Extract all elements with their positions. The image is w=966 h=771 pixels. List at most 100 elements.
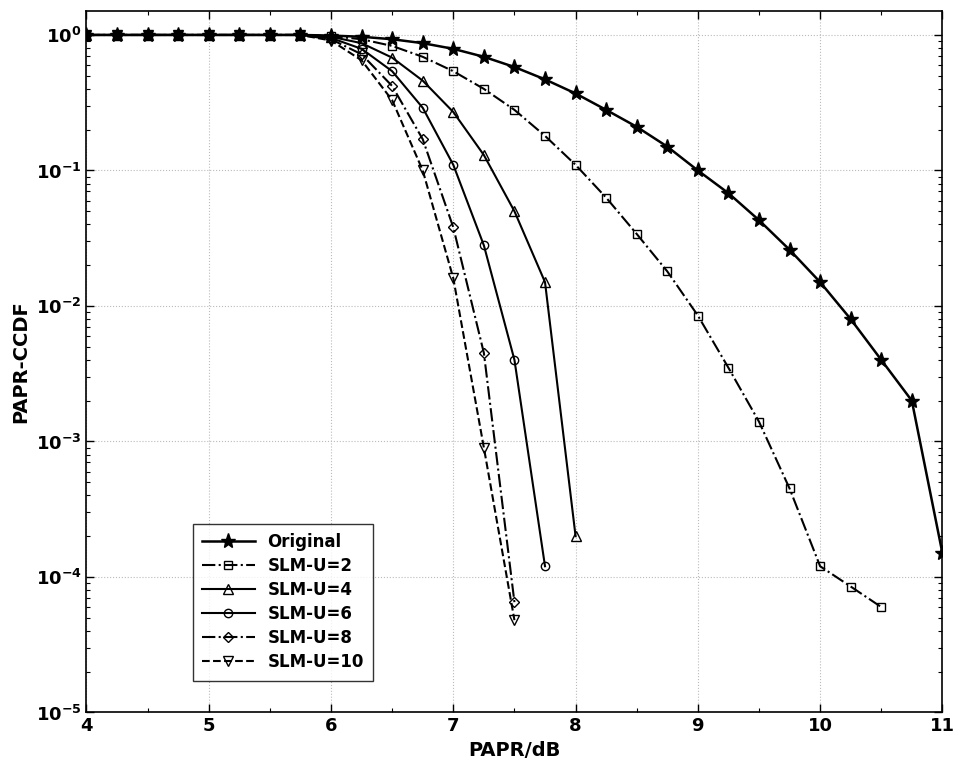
Original xyxy=(631,122,642,131)
SLM-U=4 xyxy=(111,30,123,39)
Original xyxy=(509,62,521,72)
Legend: Original, SLM-U=2, SLM-U=4, SLM-U=6, SLM-U=8, SLM-U=10: Original, SLM-U=2, SLM-U=4, SLM-U=6, SLM… xyxy=(192,524,373,681)
SLM-U=2 xyxy=(662,267,673,276)
SLM-U=2 xyxy=(723,363,734,372)
SLM-U=2 xyxy=(509,106,521,115)
SLM-U=8 xyxy=(172,30,184,39)
Original xyxy=(142,30,154,39)
SLM-U=2 xyxy=(111,30,123,39)
SLM-U=2 xyxy=(81,30,93,39)
SLM-U=4 xyxy=(234,30,245,39)
SLM-U=2 xyxy=(447,66,459,76)
SLM-U=4 xyxy=(447,107,459,116)
Original xyxy=(417,39,429,48)
Original xyxy=(692,166,703,175)
Original xyxy=(570,89,582,98)
SLM-U=8 xyxy=(295,30,306,39)
SLM-U=8 xyxy=(509,598,521,607)
SLM-U=4 xyxy=(203,30,214,39)
SLM-U=8 xyxy=(326,35,337,44)
SLM-U=10 xyxy=(447,274,459,283)
SLM-U=10 xyxy=(386,96,398,105)
Line: SLM-U=6: SLM-U=6 xyxy=(82,31,550,571)
SLM-U=2 xyxy=(814,561,826,571)
SLM-U=8 xyxy=(417,135,429,144)
SLM-U=10 xyxy=(172,30,184,39)
SLM-U=10 xyxy=(326,36,337,45)
Original xyxy=(478,52,490,62)
SLM-U=4 xyxy=(142,30,154,39)
X-axis label: PAPR/dB: PAPR/dB xyxy=(469,741,560,760)
SLM-U=8 xyxy=(447,223,459,232)
SLM-U=8 xyxy=(111,30,123,39)
Y-axis label: PAPR-CCDF: PAPR-CCDF xyxy=(12,301,30,423)
Original xyxy=(600,106,611,115)
SLM-U=6 xyxy=(234,30,245,39)
Original xyxy=(662,142,673,151)
Original xyxy=(203,30,214,39)
Line: SLM-U=2: SLM-U=2 xyxy=(82,31,886,611)
SLM-U=2 xyxy=(295,30,306,39)
SLM-U=6 xyxy=(203,30,214,39)
SLM-U=4 xyxy=(478,150,490,160)
SLM-U=2 xyxy=(326,32,337,41)
Line: SLM-U=8: SLM-U=8 xyxy=(83,32,518,606)
SLM-U=2 xyxy=(203,30,214,39)
SLM-U=4 xyxy=(386,53,398,62)
SLM-U=6 xyxy=(142,30,154,39)
SLM-U=4 xyxy=(539,278,551,287)
SLM-U=10 xyxy=(264,30,275,39)
Original xyxy=(783,245,795,254)
SLM-U=10 xyxy=(509,615,521,625)
SLM-U=8 xyxy=(386,82,398,91)
SLM-U=8 xyxy=(234,30,245,39)
SLM-U=6 xyxy=(326,33,337,42)
SLM-U=2 xyxy=(753,417,765,426)
Original xyxy=(234,30,245,39)
SLM-U=10 xyxy=(417,166,429,175)
Original xyxy=(539,75,551,84)
SLM-U=6 xyxy=(478,241,490,250)
SLM-U=4 xyxy=(355,39,367,48)
Line: SLM-U=10: SLM-U=10 xyxy=(82,30,520,625)
Original xyxy=(355,32,367,42)
Original xyxy=(845,315,857,324)
SLM-U=6 xyxy=(81,30,93,39)
SLM-U=2 xyxy=(570,160,582,170)
SLM-U=6 xyxy=(355,44,367,53)
Original xyxy=(172,30,184,39)
SLM-U=6 xyxy=(295,30,306,39)
Original xyxy=(723,189,734,198)
SLM-U=2 xyxy=(875,602,887,611)
SLM-U=2 xyxy=(783,484,795,493)
Original xyxy=(111,30,123,39)
Original xyxy=(386,35,398,44)
Original xyxy=(81,30,93,39)
SLM-U=4 xyxy=(570,531,582,540)
SLM-U=2 xyxy=(417,52,429,62)
SLM-U=2 xyxy=(386,42,398,51)
SLM-U=2 xyxy=(600,193,611,202)
SLM-U=10 xyxy=(111,30,123,39)
Original xyxy=(906,396,918,406)
SLM-U=2 xyxy=(264,30,275,39)
SLM-U=2 xyxy=(478,84,490,93)
Original xyxy=(295,30,306,39)
SLM-U=2 xyxy=(142,30,154,39)
SLM-U=6 xyxy=(264,30,275,39)
SLM-U=4 xyxy=(295,30,306,39)
SLM-U=8 xyxy=(355,49,367,59)
SLM-U=6 xyxy=(447,160,459,170)
SLM-U=2 xyxy=(631,229,642,238)
SLM-U=8 xyxy=(203,30,214,39)
SLM-U=2 xyxy=(539,131,551,140)
SLM-U=6 xyxy=(111,30,123,39)
SLM-U=2 xyxy=(845,582,857,591)
SLM-U=6 xyxy=(539,561,551,571)
SLM-U=2 xyxy=(234,30,245,39)
SLM-U=6 xyxy=(417,103,429,113)
SLM-U=8 xyxy=(264,30,275,39)
SLM-U=4 xyxy=(509,207,521,216)
SLM-U=6 xyxy=(172,30,184,39)
SLM-U=10 xyxy=(478,443,490,453)
